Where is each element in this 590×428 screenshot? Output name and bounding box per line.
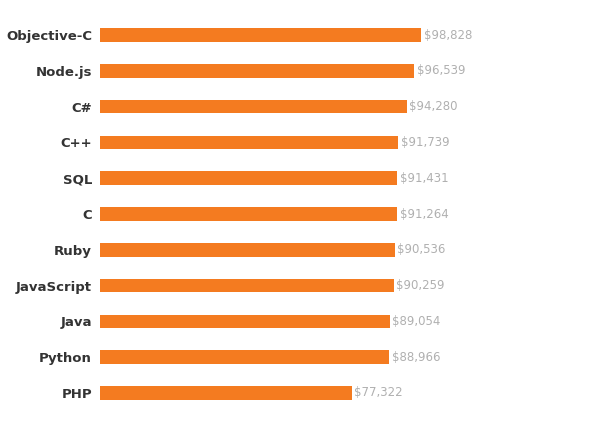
Bar — [100, 386, 352, 400]
Text: $91,264: $91,264 — [399, 208, 448, 220]
Bar — [100, 315, 390, 328]
Bar — [100, 171, 398, 185]
Text: $77,322: $77,322 — [354, 386, 403, 399]
Bar — [100, 279, 394, 292]
Text: $96,539: $96,539 — [417, 64, 465, 77]
Text: $88,966: $88,966 — [392, 351, 441, 364]
Text: $90,259: $90,259 — [396, 279, 445, 292]
Text: $91,739: $91,739 — [401, 136, 450, 149]
Text: $94,280: $94,280 — [409, 100, 458, 113]
Text: $89,054: $89,054 — [392, 315, 441, 328]
Bar — [100, 351, 389, 364]
Text: $98,828: $98,828 — [424, 29, 473, 42]
Bar — [100, 28, 421, 42]
Bar — [100, 64, 414, 77]
Text: $90,536: $90,536 — [397, 243, 445, 256]
Text: $91,431: $91,431 — [400, 172, 448, 185]
Bar — [100, 243, 395, 257]
Bar — [100, 207, 397, 221]
Bar — [100, 100, 407, 113]
Bar — [100, 136, 398, 149]
